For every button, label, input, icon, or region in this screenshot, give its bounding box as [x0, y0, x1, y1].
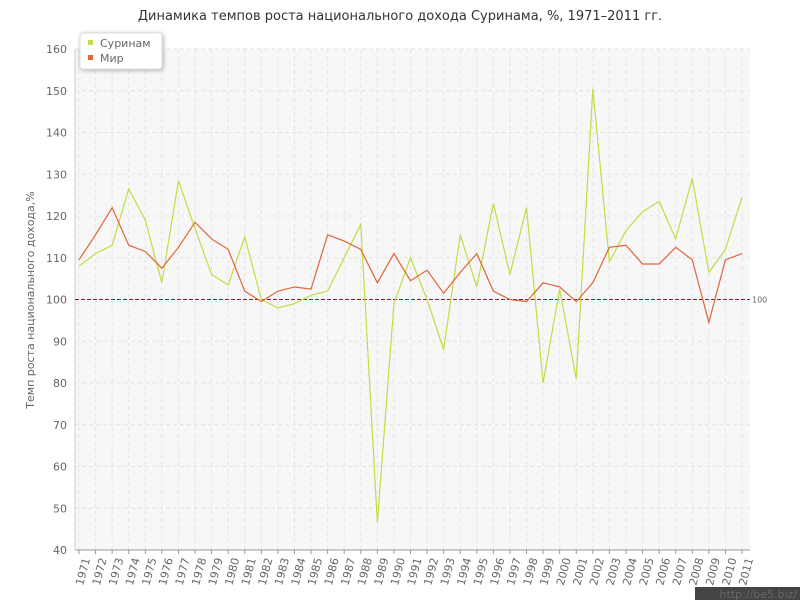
chart-title: Динамика темпов роста национального дохо… — [138, 9, 662, 24]
watermark: http://be5.biz/ — [720, 588, 798, 600]
legend-label: Мир — [100, 52, 124, 65]
legend-swatch — [88, 55, 93, 60]
y-tick-label: 150 — [46, 85, 67, 98]
y-tick-label: 100 — [46, 294, 67, 307]
y-tick-label: 40 — [53, 544, 67, 557]
y-tick-label: 50 — [53, 502, 67, 515]
legend-box — [79, 32, 163, 70]
y-tick-label: 60 — [53, 461, 67, 474]
y-tick-label: 90 — [53, 335, 67, 348]
x-tick-label: 2011 — [736, 556, 756, 586]
y-tick-label: 110 — [46, 252, 67, 265]
reference-label: 100 — [752, 296, 767, 305]
y-tick-label: 120 — [46, 210, 67, 223]
y-tick-label: 160 — [46, 43, 67, 56]
y-tick-label: 80 — [53, 377, 67, 390]
y-tick-label: 70 — [53, 419, 67, 432]
legend-label: Суринам — [100, 37, 151, 50]
series-line — [78, 88, 743, 523]
watermark-bg — [695, 587, 800, 600]
y-tick-label: 130 — [46, 168, 67, 181]
series-line — [78, 206, 743, 325]
legend-swatch — [88, 40, 93, 45]
y-tick-label: 140 — [46, 127, 67, 140]
y-axis-label: Темп роста национального дохода,% — [24, 191, 37, 409]
